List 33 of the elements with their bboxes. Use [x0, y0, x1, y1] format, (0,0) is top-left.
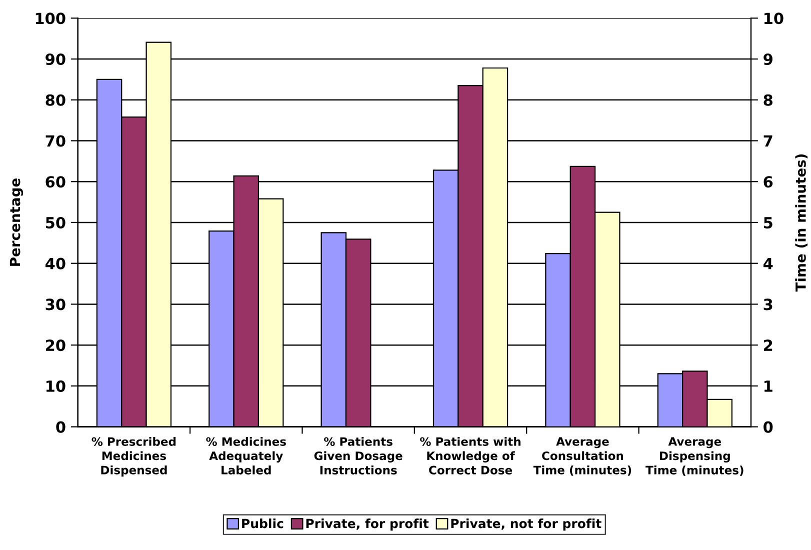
y2-tick-label: 2: [764, 340, 772, 351]
legend-label: Private, not for profit: [451, 518, 602, 531]
y-tick-label: 80: [46, 94, 66, 106]
legend-label: Private, for profit: [306, 518, 429, 531]
y2-tick-label: 7: [764, 135, 772, 147]
y-tick-label: 40: [45, 258, 66, 270]
y-tick-label: 60: [46, 176, 66, 188]
x-tick-label: % Patients Given Dosage Instructions: [314, 437, 402, 474]
x-tick-label: % Patients with Knowledge of Correct Dose: [420, 437, 520, 474]
y2-tick-label: 1: [764, 380, 772, 392]
y-tick-label: 90: [46, 53, 66, 66]
legend-label: Public: [242, 518, 284, 528]
y-tick-label: 30: [46, 298, 66, 310]
y2-tick-label: 4: [763, 258, 773, 270]
y2-tick-label: 6: [764, 176, 773, 188]
x-tick-label: Average Consultation Time (minutes): [533, 437, 632, 476]
y2-tick-label: 9: [764, 53, 772, 66]
x-tick-label: % Prescribed Medicines Dispensed: [92, 437, 176, 477]
y2-tick-label: 8: [764, 94, 772, 106]
y-tick-label: 20: [46, 340, 66, 352]
x-tick-label: Average Dispensing Time (minutes): [646, 437, 744, 476]
y2-tick-label: 3: [764, 298, 772, 310]
y-tick-label: 0: [56, 421, 66, 433]
y-tick-label: 100: [36, 12, 66, 24]
y-axis-title: Percentage: [10, 178, 24, 266]
y-tick-label: 10: [46, 380, 66, 392]
y2-tick-label: 0: [764, 421, 773, 433]
x-tick-label: % Medicines Adequately Labeled: [206, 437, 286, 474]
y2-axis-title: Time (in minutes): [795, 154, 808, 292]
y-tick-label: 70: [46, 135, 66, 147]
y2-tick-label: 5: [764, 217, 772, 228]
y2-tick-label: 10: [764, 12, 784, 24]
y-tick-label: 50: [46, 216, 66, 228]
